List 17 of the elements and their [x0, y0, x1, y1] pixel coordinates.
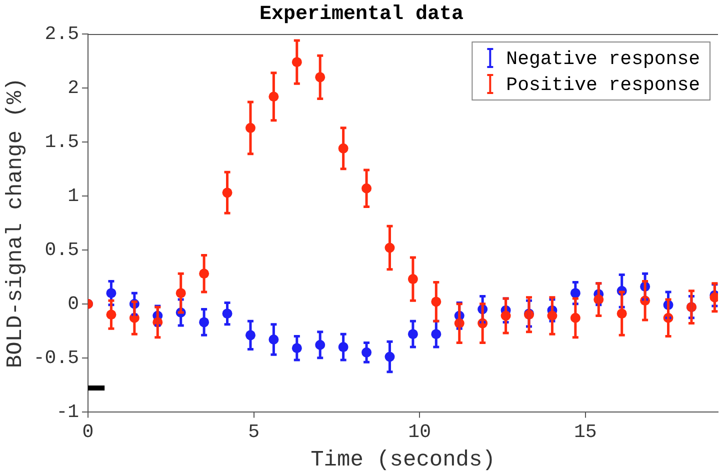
x-axis-title: Time (seconds): [310, 448, 496, 473]
y-tick-label: 2: [68, 77, 80, 100]
legend-label: Positive response: [506, 74, 700, 96]
legend-label: Negative response: [506, 48, 700, 70]
y-tick-label: 1: [68, 184, 80, 207]
y-axis-title: BOLD-signal change (%): [3, 78, 28, 368]
y-tick-label: -1: [56, 400, 80, 423]
y-tick-label: 2.5: [44, 23, 80, 46]
x-tick-label: 15: [574, 421, 597, 444]
y-tick-label: 0: [68, 292, 80, 315]
x-tick-label: 10: [408, 421, 431, 444]
x-tick-label: 5: [248, 421, 260, 444]
y-tick-label: 1.5: [44, 130, 80, 153]
y-tick-label: -0.5: [33, 346, 80, 369]
x-tick-label: 0: [82, 421, 94, 444]
y-tick-label: 0.5: [44, 238, 80, 261]
chart-title: Experimental data: [259, 3, 464, 26]
